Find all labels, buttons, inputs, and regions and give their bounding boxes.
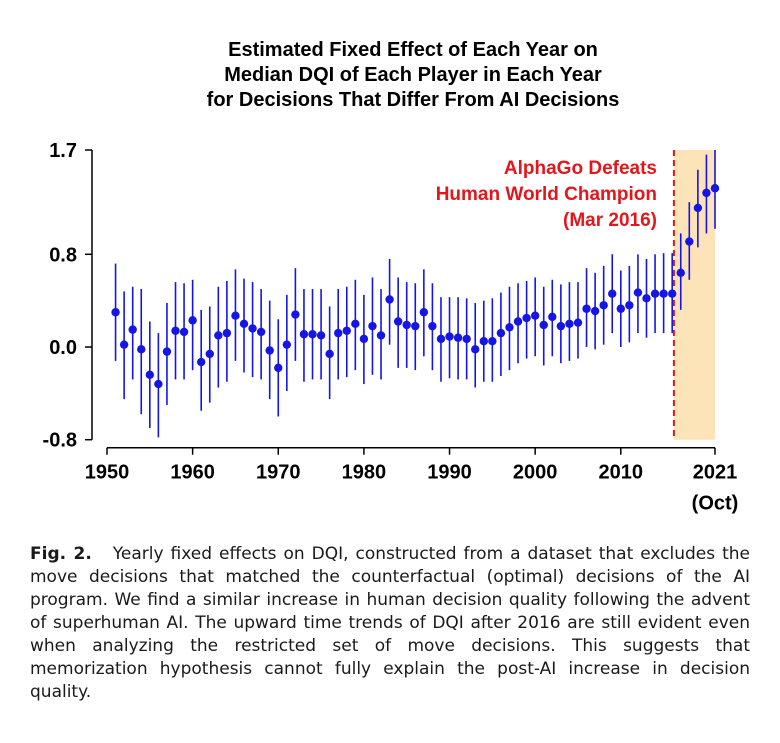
data-point-1968 [256, 327, 266, 337]
data-point-1961 [196, 357, 206, 367]
data-point-1981 [368, 321, 377, 331]
data-point-1960 [188, 316, 197, 325]
plot-area: AlphaGo Defeats Human World Champion (Mar … [43, 140, 739, 515]
annotation-line-3: (Mar 2016) [563, 210, 657, 231]
data-point-2008 [599, 301, 608, 310]
annotation-line-1: AlphaGo Defeats [504, 158, 657, 179]
data-point-1965 [231, 311, 240, 320]
data-point-1976 [325, 349, 334, 359]
annotation-line-2: Human World Champion [436, 184, 657, 205]
data-point-2000 [530, 311, 540, 320]
data-point-1979 [351, 319, 360, 329]
data-point-1993 [471, 345, 480, 354]
data-point-2006 [582, 304, 591, 313]
x-tick-label: 2000 [513, 462, 558, 484]
x-tick-label: 1960 [170, 462, 215, 484]
data-point-2018 [685, 237, 694, 246]
caption-text: Yearly fixed effects on DQI, constructed… [30, 544, 750, 702]
data-point-1966 [239, 319, 249, 329]
data-point-1953 [128, 325, 137, 334]
data-point-1964 [222, 328, 232, 338]
data-point-1962 [205, 349, 214, 359]
chart-title: Estimated Fixed Effect of Each Year on M… [207, 39, 620, 111]
data-point-1978 [342, 326, 351, 335]
data-point-1957 [162, 347, 172, 356]
data-point-1989 [436, 334, 446, 344]
data-point-2020 [702, 188, 711, 198]
data-point-1985 [402, 320, 411, 330]
data-point-1982 [376, 331, 386, 340]
data-point-1973 [299, 330, 309, 339]
data-point-1980 [359, 334, 369, 344]
data-point-2021 [710, 184, 720, 193]
data-point-2013 [642, 294, 651, 303]
data-point-1995 [488, 337, 497, 346]
y-tick-label: 0.8 [49, 244, 77, 266]
data-point-1971 [282, 340, 292, 349]
data-point-1975 [316, 331, 326, 340]
x-tick-label: 1980 [342, 462, 387, 484]
data-point-1955 [145, 370, 155, 380]
data-point-2004 [565, 319, 574, 329]
chart-title-line-1: Estimated Fixed Effect of Each Year on [228, 39, 598, 61]
y-tick-label: 1.7 [49, 140, 77, 162]
data-point-2011 [625, 301, 634, 310]
figure-caption: Fig. 2. Yearly fixed effects on DQI, con… [30, 543, 750, 704]
x-tick-sublabel: (Oct) [692, 493, 739, 515]
data-point-1998 [513, 317, 523, 326]
data-point-1958 [171, 326, 180, 335]
data-point-1992 [462, 334, 471, 344]
data-point-1970 [274, 363, 283, 373]
data-point-1952 [119, 340, 129, 349]
data-point-2019 [693, 203, 703, 213]
figure-label: Fig. 2. [30, 544, 92, 564]
data-point-1991 [453, 333, 463, 342]
x-tick-label: 1950 [85, 462, 130, 484]
data-point-1972 [291, 310, 300, 319]
data-point-1999 [522, 313, 531, 323]
data-point-2003 [556, 321, 566, 331]
data-point-2014 [650, 289, 660, 298]
data-point-1963 [214, 331, 223, 340]
y-tick-label: -0.8 [43, 430, 77, 452]
data-point-1959 [179, 327, 189, 337]
data-point-2017 [676, 268, 685, 278]
x-tick-label: 2010 [599, 462, 644, 484]
data-point-2007 [590, 306, 600, 316]
data-point-2015 [659, 289, 668, 298]
data-point-1977 [334, 328, 343, 338]
data-point-1956 [154, 379, 163, 389]
data-point-1974 [308, 330, 317, 339]
data-point-1984 [393, 317, 403, 326]
data-point-1983 [385, 295, 394, 304]
data-point-1954 [137, 345, 146, 354]
data-point-1988 [428, 321, 437, 331]
data-point-2002 [548, 312, 557, 322]
data-point-1990 [445, 332, 454, 341]
data-point-2001 [539, 320, 548, 330]
data-point-2009 [608, 289, 617, 298]
data-point-1987 [419, 308, 429, 317]
y-tick-label: 0.0 [49, 337, 77, 359]
chart-title-line-3: for Decisions That Differ From AI Decisi… [207, 89, 620, 111]
x-tick-label: 2021 [693, 462, 738, 484]
data-point-2005 [573, 318, 583, 327]
data-point-1951 [111, 308, 120, 317]
data-point-2010 [616, 304, 626, 313]
data-point-1967 [248, 324, 257, 333]
data-point-1997 [505, 323, 514, 332]
dqi-chart: Estimated Fixed Effect of Each Year on M… [43, 39, 739, 515]
data-point-2016 [667, 289, 677, 298]
x-tick-label: 1970 [256, 462, 301, 484]
data-point-2012 [633, 288, 643, 297]
data-point-1969 [265, 346, 274, 355]
data-point-1996 [496, 328, 506, 338]
x-tick-label: 1990 [427, 462, 472, 484]
data-point-1994 [479, 337, 488, 346]
chart-title-line-2: Median DQI of Each Player in Each Year [224, 64, 602, 86]
data-point-1986 [411, 321, 420, 331]
